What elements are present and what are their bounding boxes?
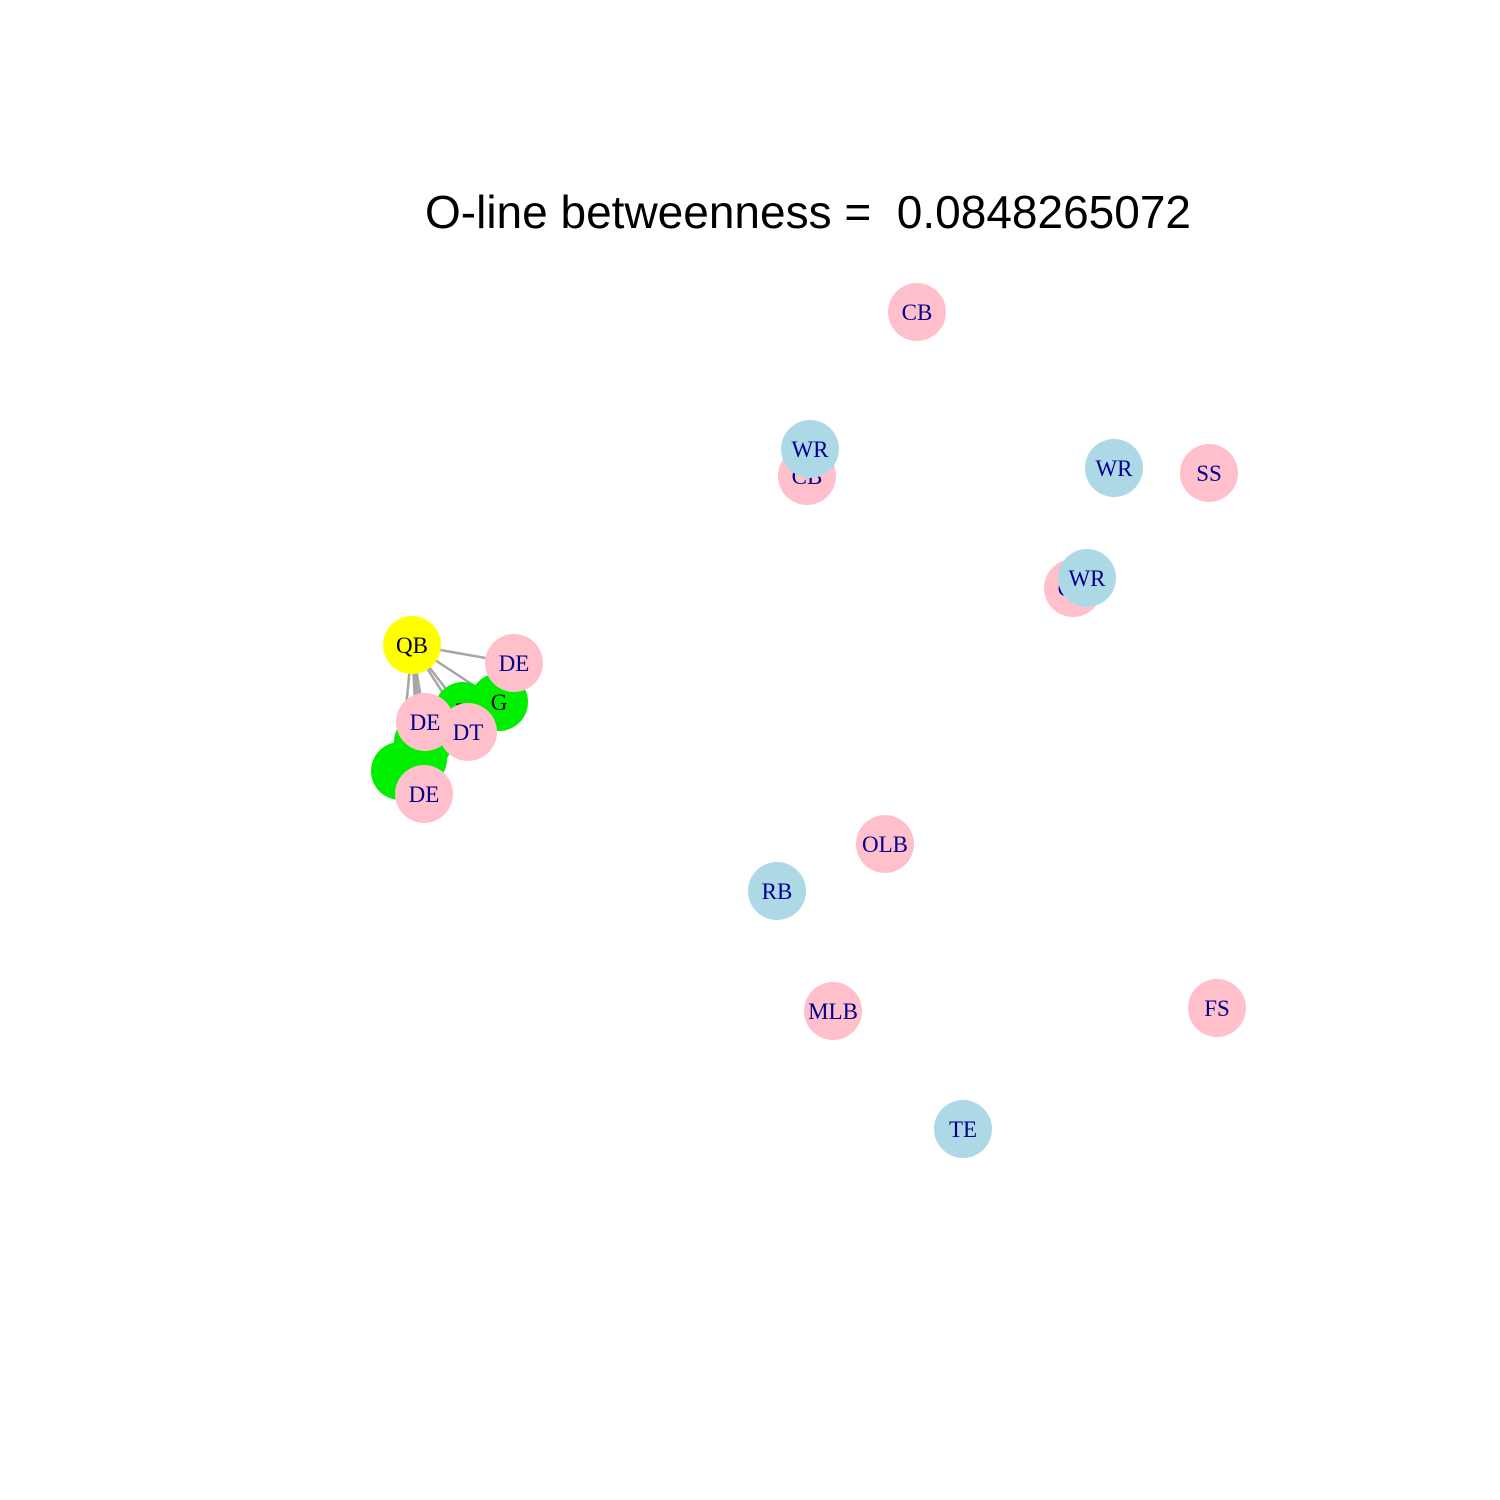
node-wr_a: WR: [781, 420, 839, 478]
node-label-te: TE: [949, 1117, 977, 1142]
graph-title: O-line betweenness = 0.0848265072: [425, 186, 1191, 238]
node-label-wr_c: WR: [1068, 566, 1106, 591]
node-de_bot: DE: [395, 765, 453, 823]
node-label-g_right: G: [491, 690, 508, 715]
node-qb: QB: [383, 616, 441, 674]
node-de_top: DE: [485, 634, 543, 692]
node-circle-mlb: [804, 982, 862, 1040]
node-wr_c: WR: [1058, 549, 1116, 607]
node-label-wr_a: WR: [791, 437, 829, 462]
node-ss: SS: [1180, 444, 1238, 502]
node-label-mlb: MLB: [808, 999, 858, 1024]
node-label-cb_top: CB: [902, 300, 933, 325]
node-label-qb: QB: [396, 633, 428, 658]
node-label-wr_b: WR: [1095, 456, 1133, 481]
node-label-rb: RB: [762, 879, 793, 904]
node-label-olb: OLB: [862, 832, 908, 857]
node-circle-olb: [856, 815, 914, 873]
node-circle-te: [934, 1100, 992, 1158]
node-circle-ss: [1180, 444, 1238, 502]
node-circle-wr_b: [1085, 439, 1143, 497]
node-layer: TCGGTQBDEDTDEDECBCBWRWRSSCBWROLBRBMLBFST…: [371, 283, 1246, 1158]
node-rb: RB: [748, 862, 806, 920]
node-olb: OLB: [856, 815, 914, 873]
node-de_mid: DE: [396, 693, 454, 751]
node-label-de_mid: DE: [410, 710, 441, 735]
node-cb_top: CB: [888, 283, 946, 341]
node-circle-wr_c: [1058, 549, 1116, 607]
node-label-dt: DT: [453, 720, 484, 745]
node-circle-de_top: [485, 634, 543, 692]
node-circle-fs: [1188, 979, 1246, 1037]
node-te: TE: [934, 1100, 992, 1158]
node-fs: FS: [1188, 979, 1246, 1037]
node-circle-cb_top: [888, 283, 946, 341]
node-label-de_top: DE: [499, 651, 530, 676]
node-circle-de_bot: [395, 765, 453, 823]
node-mlb: MLB: [804, 982, 862, 1040]
node-circle-rb: [748, 862, 806, 920]
node-circle-de_mid: [396, 693, 454, 751]
node-wr_b: WR: [1085, 439, 1143, 497]
node-circle-qb: [383, 616, 441, 674]
node-label-ss: SS: [1196, 461, 1222, 486]
node-circle-wr_a: [781, 420, 839, 478]
node-label-de_bot: DE: [409, 782, 440, 807]
node-label-fs: FS: [1204, 996, 1230, 1021]
